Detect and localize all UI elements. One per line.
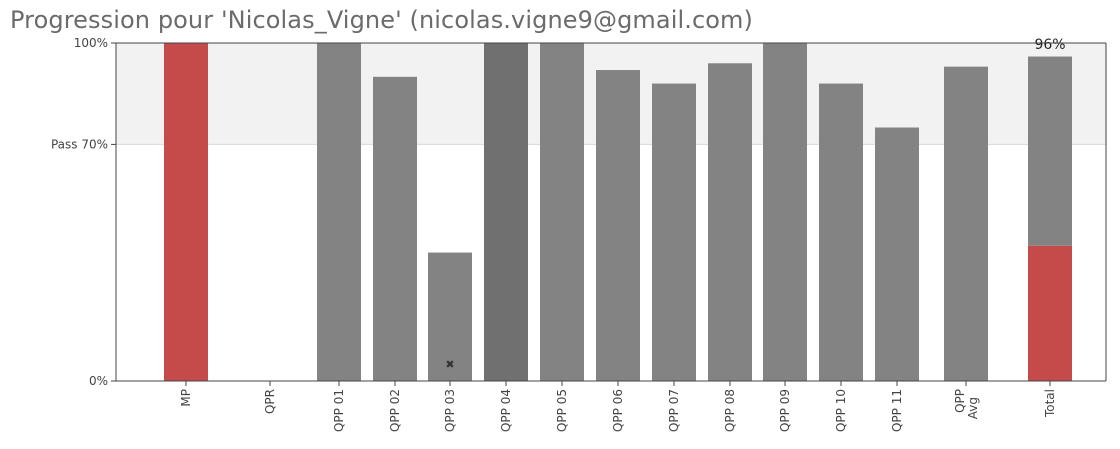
x-tick-label: QPPAvg <box>953 389 980 419</box>
bar-qpp-06 <box>596 70 640 381</box>
x-tick-label: MP <box>179 389 193 407</box>
data-label: 96% <box>1034 37 1065 53</box>
bar-marker: ✖ <box>445 358 454 371</box>
y-tick-label: Pass 70% <box>51 137 108 151</box>
bar-qpp-10 <box>819 83 863 381</box>
bar-qpp-11 <box>875 127 919 381</box>
bar-fail-segment-mp <box>164 43 208 381</box>
x-tick-label: QPP 01 <box>332 389 346 432</box>
bar-qpp-07 <box>652 83 696 381</box>
x-tick-label: QPP 02 <box>388 389 402 432</box>
x-tick-label: QPR <box>263 389 277 414</box>
bar-qpp-03 <box>428 252 472 381</box>
y-tick-label: 100% <box>74 36 108 50</box>
chart-title: Progression pour 'Nicolas_Vigne' (nicola… <box>10 6 753 34</box>
x-tick-label: QPP 03 <box>443 389 457 432</box>
bar-fail-segment-total <box>1028 245 1072 381</box>
y-tick-label: 0% <box>89 374 108 388</box>
bar-qpp-04 <box>484 43 528 381</box>
bar-qpp-avg <box>944 66 988 381</box>
bar-qpp-01 <box>317 43 361 381</box>
x-tick-label: QPP 06 <box>611 389 625 432</box>
x-tick-label: QPP 09 <box>778 389 792 432</box>
x-tick-label: QPP 11 <box>890 389 904 432</box>
x-tick-label: QPP 04 <box>499 389 513 432</box>
x-tick-label: QPP 07 <box>667 389 681 432</box>
bar-total <box>1028 56 1072 246</box>
x-tick-label: QPP 05 <box>555 389 569 432</box>
bar-qpp-09 <box>763 43 807 381</box>
x-tick-label: QPP 10 <box>834 389 848 432</box>
bar-qpp-08 <box>708 63 752 381</box>
x-tick-label: QPP 08 <box>723 389 737 432</box>
x-tick-label: Total <box>1043 389 1057 418</box>
bar-qpp-05 <box>540 43 584 381</box>
bar-qpp-02 <box>373 76 417 382</box>
